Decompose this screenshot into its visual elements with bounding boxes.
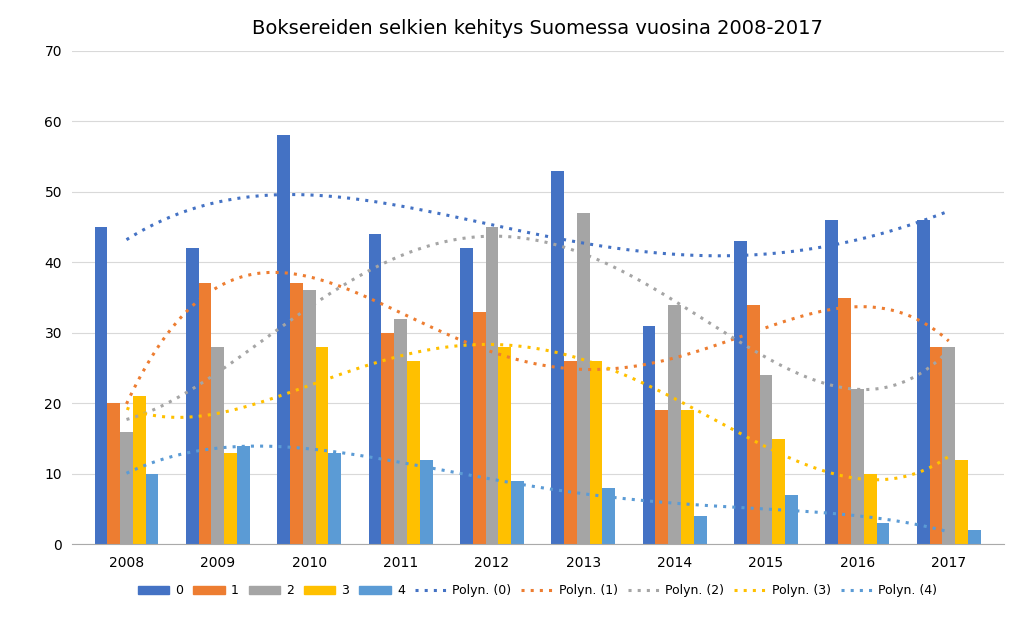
Bar	[577, 213, 590, 544]
Bar	[643, 326, 655, 544]
Bar	[968, 530, 981, 544]
Bar	[942, 347, 955, 544]
Bar	[564, 361, 577, 544]
Bar	[381, 333, 394, 544]
Bar	[329, 453, 341, 544]
Bar	[290, 284, 303, 544]
Bar	[237, 446, 250, 544]
Bar	[669, 304, 681, 544]
Bar	[303, 291, 315, 544]
Bar	[108, 403, 120, 544]
Bar	[877, 523, 889, 544]
Bar	[315, 347, 329, 544]
Bar	[602, 488, 615, 544]
Bar	[394, 318, 407, 544]
Legend: 0, 1, 2, 3, 4, Polyn. (0), Polyn. (1), Polyn. (2), Polyn. (3), Polyn. (4): 0, 1, 2, 3, 4, Polyn. (0), Polyn. (1), P…	[133, 579, 942, 603]
Bar	[212, 347, 224, 544]
Bar	[734, 241, 746, 544]
Bar	[199, 284, 212, 544]
Title: Boksereiden selkien kehitys Suomessa vuosina 2008-2017: Boksereiden selkien kehitys Suomessa vuo…	[252, 19, 823, 38]
Bar	[278, 135, 290, 544]
Bar	[369, 234, 381, 544]
Bar	[785, 495, 798, 544]
Bar	[407, 361, 420, 544]
Bar	[916, 220, 930, 544]
Bar	[864, 474, 877, 544]
Bar	[930, 347, 942, 544]
Bar	[955, 460, 968, 544]
Bar	[133, 396, 145, 544]
Bar	[145, 474, 159, 544]
Bar	[760, 375, 772, 544]
Bar	[420, 460, 432, 544]
Bar	[460, 248, 473, 544]
Bar	[511, 481, 524, 544]
Bar	[94, 227, 108, 544]
Bar	[655, 410, 669, 544]
Bar	[186, 248, 199, 544]
Bar	[746, 304, 760, 544]
Bar	[825, 220, 839, 544]
Bar	[681, 410, 694, 544]
Bar	[851, 389, 864, 544]
Bar	[551, 170, 564, 544]
Bar	[473, 311, 485, 544]
Bar	[839, 298, 851, 544]
Bar	[485, 227, 499, 544]
Bar	[224, 453, 237, 544]
Bar	[772, 439, 785, 544]
Bar	[694, 516, 707, 544]
Bar	[590, 361, 602, 544]
Bar	[499, 347, 511, 544]
Bar	[120, 432, 133, 544]
